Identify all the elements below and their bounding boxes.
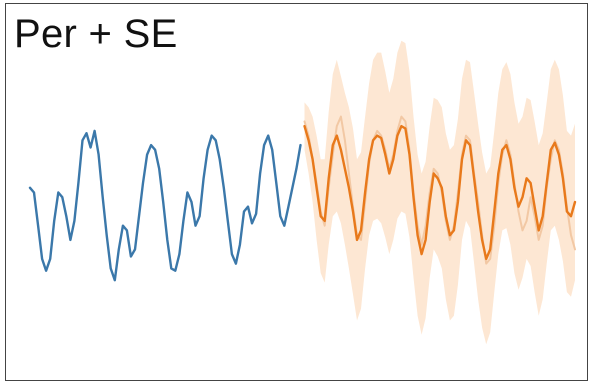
series-line-forecast-mean [303,124,577,261]
series-line-history [28,129,302,282]
confidence-band [304,40,575,345]
chart-title: Per + SE [14,12,178,56]
